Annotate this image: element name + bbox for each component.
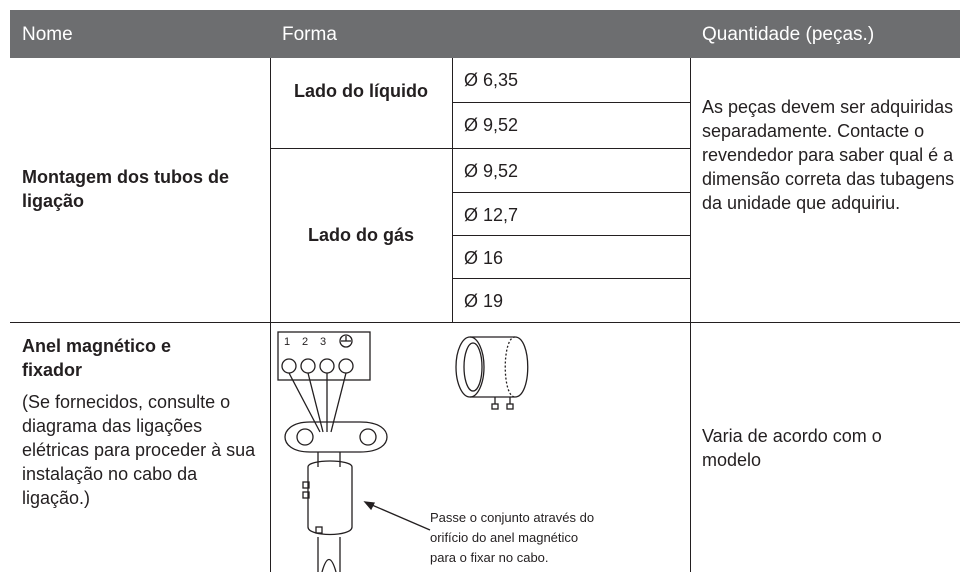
ring-diagram: 1 2 3 Passe o conjunto através do orifíc…: [277, 331, 594, 572]
caption: orifício do anel magnético: [430, 530, 578, 545]
header-cell: Nome: [10, 10, 270, 58]
rule: [690, 58, 691, 572]
terminal-label: 2: [302, 336, 308, 348]
size: Ø 6,35: [464, 70, 519, 90]
rule: [452, 278, 690, 279]
rule: [270, 58, 271, 572]
terminal-label: 1: [284, 336, 290, 348]
rule: [452, 192, 690, 193]
rule: [452, 102, 690, 103]
quantity: Varia de acordo com o modelo: [702, 426, 882, 470]
size: Ø 19: [464, 291, 504, 311]
size: Ø 9,52: [464, 161, 519, 181]
size: Ø 9,52: [464, 115, 519, 135]
caption: para o fixar no cabo.: [430, 550, 549, 565]
size: Ø 16: [464, 248, 504, 268]
row-name: Anel magnético e fixador: [22, 336, 172, 380]
rule: [270, 148, 690, 149]
group-label: Lado do gás: [307, 225, 414, 245]
terminal-block: [277, 331, 371, 381]
group-label: Lado do líquido: [294, 81, 428, 101]
size: Ø 12,7: [464, 205, 519, 225]
row-name: Montagem dos tubos de ligação: [22, 167, 229, 211]
row-note: (Se fornecidos, consulte o diagrama das …: [22, 392, 256, 508]
rule: [10, 322, 960, 323]
terminal-label: 3: [320, 336, 326, 348]
quantity: As peças devem ser adquiridas separadame…: [702, 97, 955, 213]
rule: [452, 58, 453, 322]
caption: Passe o conjunto através do: [430, 510, 594, 525]
rule: [452, 235, 690, 236]
header-cell: Forma: [270, 10, 690, 58]
header-cell: Quantidade (peças.): [690, 10, 960, 58]
